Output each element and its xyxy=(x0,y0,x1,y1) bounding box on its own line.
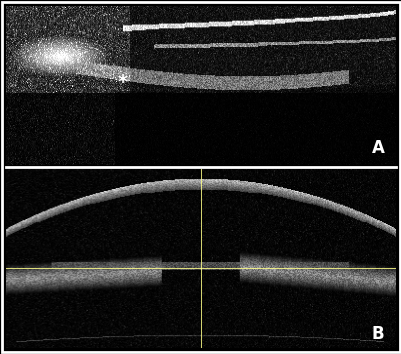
Text: *: * xyxy=(117,73,128,92)
Text: A: A xyxy=(371,139,383,158)
Text: B: B xyxy=(371,325,383,343)
